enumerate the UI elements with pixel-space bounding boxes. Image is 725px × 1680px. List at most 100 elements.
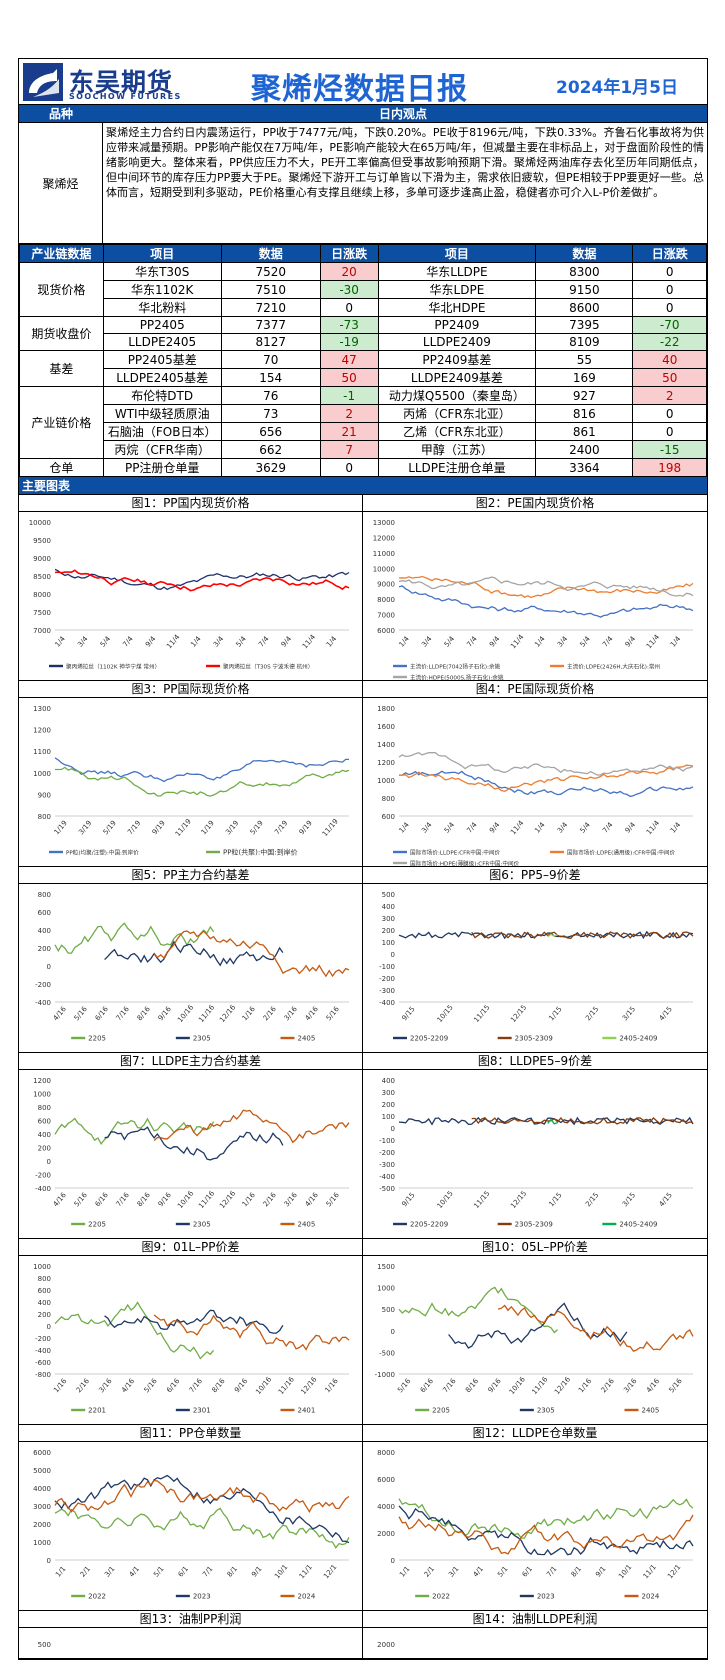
x-tick-label: 11/19 bbox=[174, 817, 193, 838]
y-tick-label: 10000 bbox=[29, 519, 51, 527]
x-tick-label: 9/16 bbox=[157, 1191, 174, 1209]
chart-body: 1200 1000 800 600 400 200 0 -200 -400 4/16 5/16 6/1… bbox=[19, 1070, 362, 1238]
line-chart: 8000 6000 4000 2000 01/1 2/1 3/1 4/1 5/1 6/1 7/1 8/… bbox=[377, 1449, 694, 1601]
x-tick-label: 5/16 bbox=[325, 1191, 342, 1209]
x-tick-label: 3/16 bbox=[622, 1377, 639, 1395]
item-value: 8127 bbox=[220, 333, 321, 351]
x-tick-label: 9/15 bbox=[400, 1191, 416, 1208]
x-tick-label: 4/16 bbox=[304, 1191, 321, 1209]
chart-body: 400 300 200 100 0 -100 -200 -300 -400 -500 9/15 10/… bbox=[363, 1070, 707, 1238]
y-tick-label: -400 bbox=[379, 1173, 395, 1181]
series-line bbox=[497, 1304, 694, 1352]
x-tick-label: 9/19 bbox=[298, 819, 314, 836]
table-row: 华北粉料 7210 0 华北HDPE 8600 0 bbox=[20, 298, 707, 317]
y-tick-label: 500 bbox=[38, 1641, 51, 1649]
item-change: 0 bbox=[632, 422, 707, 441]
item-change: -19 bbox=[319, 333, 379, 351]
x-tick-label: 10/16 bbox=[254, 1375, 273, 1396]
soochow-logo-icon bbox=[23, 63, 63, 101]
x-tick-label: 12/15 bbox=[509, 1003, 528, 1024]
x-tick-label: 9/4 bbox=[488, 634, 502, 648]
x-tick-label: 9/4 bbox=[144, 634, 158, 648]
series-line bbox=[398, 764, 694, 792]
table-row: 仓单 PP注册仓单量 3629 0 LLDPE注册仓单量 3364 198 bbox=[19, 458, 707, 477]
x-tick-label: 1/4 bbox=[325, 634, 339, 648]
x-tick-label: 3/4 bbox=[556, 634, 570, 648]
chart-title: 图7：LLDPE主力合约基差 bbox=[19, 1053, 362, 1070]
x-tick-label: 4/16 bbox=[52, 1191, 69, 1209]
table-row: 期货收盘价 PP2405 7377 -73 PP2409 7395 -70 bbox=[19, 316, 707, 351]
x-tick-label: 2/16 bbox=[600, 1377, 617, 1395]
x-tick-label: 7/16 bbox=[441, 1377, 458, 1395]
logo-english: SOOCHOW FUTURES bbox=[69, 92, 182, 101]
y-tick-label: 200 bbox=[38, 945, 51, 953]
y-tick-label: 1600 bbox=[377, 723, 395, 731]
chart-body: 1000 800 600 400 200 0 -200 -400 -600 -800 1/16 2/1… bbox=[19, 1256, 362, 1424]
row-group-label: 产业链价格 bbox=[19, 386, 104, 459]
x-tick-label: 5/16 bbox=[73, 1191, 90, 1209]
view-header-bar: 品种 日内观点 bbox=[19, 105, 707, 123]
item-value: 73 bbox=[220, 404, 321, 423]
row-group-label: 基差 bbox=[19, 350, 104, 387]
item-value: 861 bbox=[535, 422, 634, 441]
y-tick-label: 600 bbox=[38, 909, 51, 917]
legend-label: 2405 bbox=[642, 1407, 660, 1415]
x-tick-label: 10/15 bbox=[436, 1003, 455, 1024]
item-value: 9150 bbox=[535, 280, 634, 299]
item-change: -73 bbox=[319, 316, 379, 334]
chart-title: 图4：PE国际现货价格 bbox=[363, 681, 707, 698]
x-tick-label: 11/16 bbox=[277, 1375, 296, 1396]
x-tick-label: 1/16 bbox=[241, 1191, 258, 1209]
chart-panel: 图11：PP仓单数量 6000 5000 4000 3000 2000 1000 0 1/1 2/… bbox=[19, 1425, 363, 1611]
y-tick-label: 8500 bbox=[33, 573, 51, 581]
legend-label: 2023 bbox=[193, 1593, 211, 1601]
chart-panel: 图10：05L–PP价差 1500 1000 500 0 -500 -1000 5/16 6/1… bbox=[363, 1239, 707, 1425]
y-tick-label: 200 bbox=[38, 1145, 51, 1153]
x-tick-label: 5/1 bbox=[152, 1565, 165, 1579]
item-name: 丙烯（CFR东北亚） bbox=[377, 404, 537, 423]
x-tick-label: 12/16 bbox=[553, 1375, 572, 1396]
chart-body: 10000 9500 9000 8500 8000 7500 7000 1/4 3/4 5/4 7/… bbox=[19, 512, 362, 680]
series-line bbox=[547, 1118, 558, 1125]
x-tick-label: 11/1 bbox=[642, 1563, 658, 1580]
y-tick-label: 800 bbox=[38, 891, 51, 899]
item-value: 7395 bbox=[535, 316, 634, 334]
x-tick-label: 11/19 bbox=[321, 817, 340, 838]
chart-body: 1500 1000 500 0 -500 -1000 5/16 6/16 7/16 8/16 9/1… bbox=[363, 1256, 707, 1424]
item-name: PP2409 bbox=[377, 316, 537, 334]
item-name: LLDPE2409基差 bbox=[377, 368, 537, 387]
y-tick-label: 400 bbox=[38, 1131, 51, 1139]
y-tick-label: -300 bbox=[379, 987, 395, 995]
chart-title: 图11：PP仓单数量 bbox=[19, 1425, 362, 1442]
legend-label: 聚丙烯拉丝（T30S 宁波禾德 杭州） bbox=[223, 663, 313, 671]
x-tick-label: 1/19 bbox=[53, 819, 69, 836]
x-tick-label: 5/16 bbox=[396, 1377, 413, 1395]
y-tick-label: 600 bbox=[382, 813, 395, 821]
series-line bbox=[54, 1117, 215, 1145]
item-name: PP注册仓单量 bbox=[102, 458, 222, 477]
x-tick-label: 5/19 bbox=[249, 819, 265, 836]
legend-label: 2205-2209 bbox=[410, 1035, 448, 1043]
y-tick-label: 4000 bbox=[33, 1485, 51, 1493]
item-value: 7510 bbox=[220, 280, 321, 299]
chart-body: 1800 1600 1400 1200 1000 800 600 1/4 3/4 5/4 7/4 9/… bbox=[363, 698, 707, 866]
x-tick-label: 4/16 bbox=[120, 1377, 137, 1395]
x-tick-label: 5/4 bbox=[578, 634, 592, 648]
item-value: 656 bbox=[220, 422, 321, 441]
y-tick-label: 200 bbox=[382, 927, 395, 935]
series-line bbox=[153, 1109, 350, 1144]
item-name: LLDPE2405 bbox=[102, 333, 222, 351]
item-change: 40 bbox=[632, 350, 707, 369]
series-line bbox=[471, 931, 694, 940]
x-tick-label: 11/16 bbox=[530, 1375, 549, 1396]
x-tick-label: 1/19 bbox=[200, 819, 216, 836]
legend-label: 主流价:HDPE(5000S,扬子石化):余姚 bbox=[410, 674, 504, 681]
item-name: 华东1102K bbox=[102, 280, 222, 299]
x-tick-label: 5/4 bbox=[99, 634, 113, 648]
x-tick-label: 6/16 bbox=[165, 1377, 182, 1395]
x-tick-label: 10/1 bbox=[617, 1563, 633, 1580]
x-tick-label: 5/4 bbox=[443, 634, 457, 648]
y-tick-label: -200 bbox=[35, 981, 51, 989]
y-tick-label: 0 bbox=[391, 1125, 395, 1133]
